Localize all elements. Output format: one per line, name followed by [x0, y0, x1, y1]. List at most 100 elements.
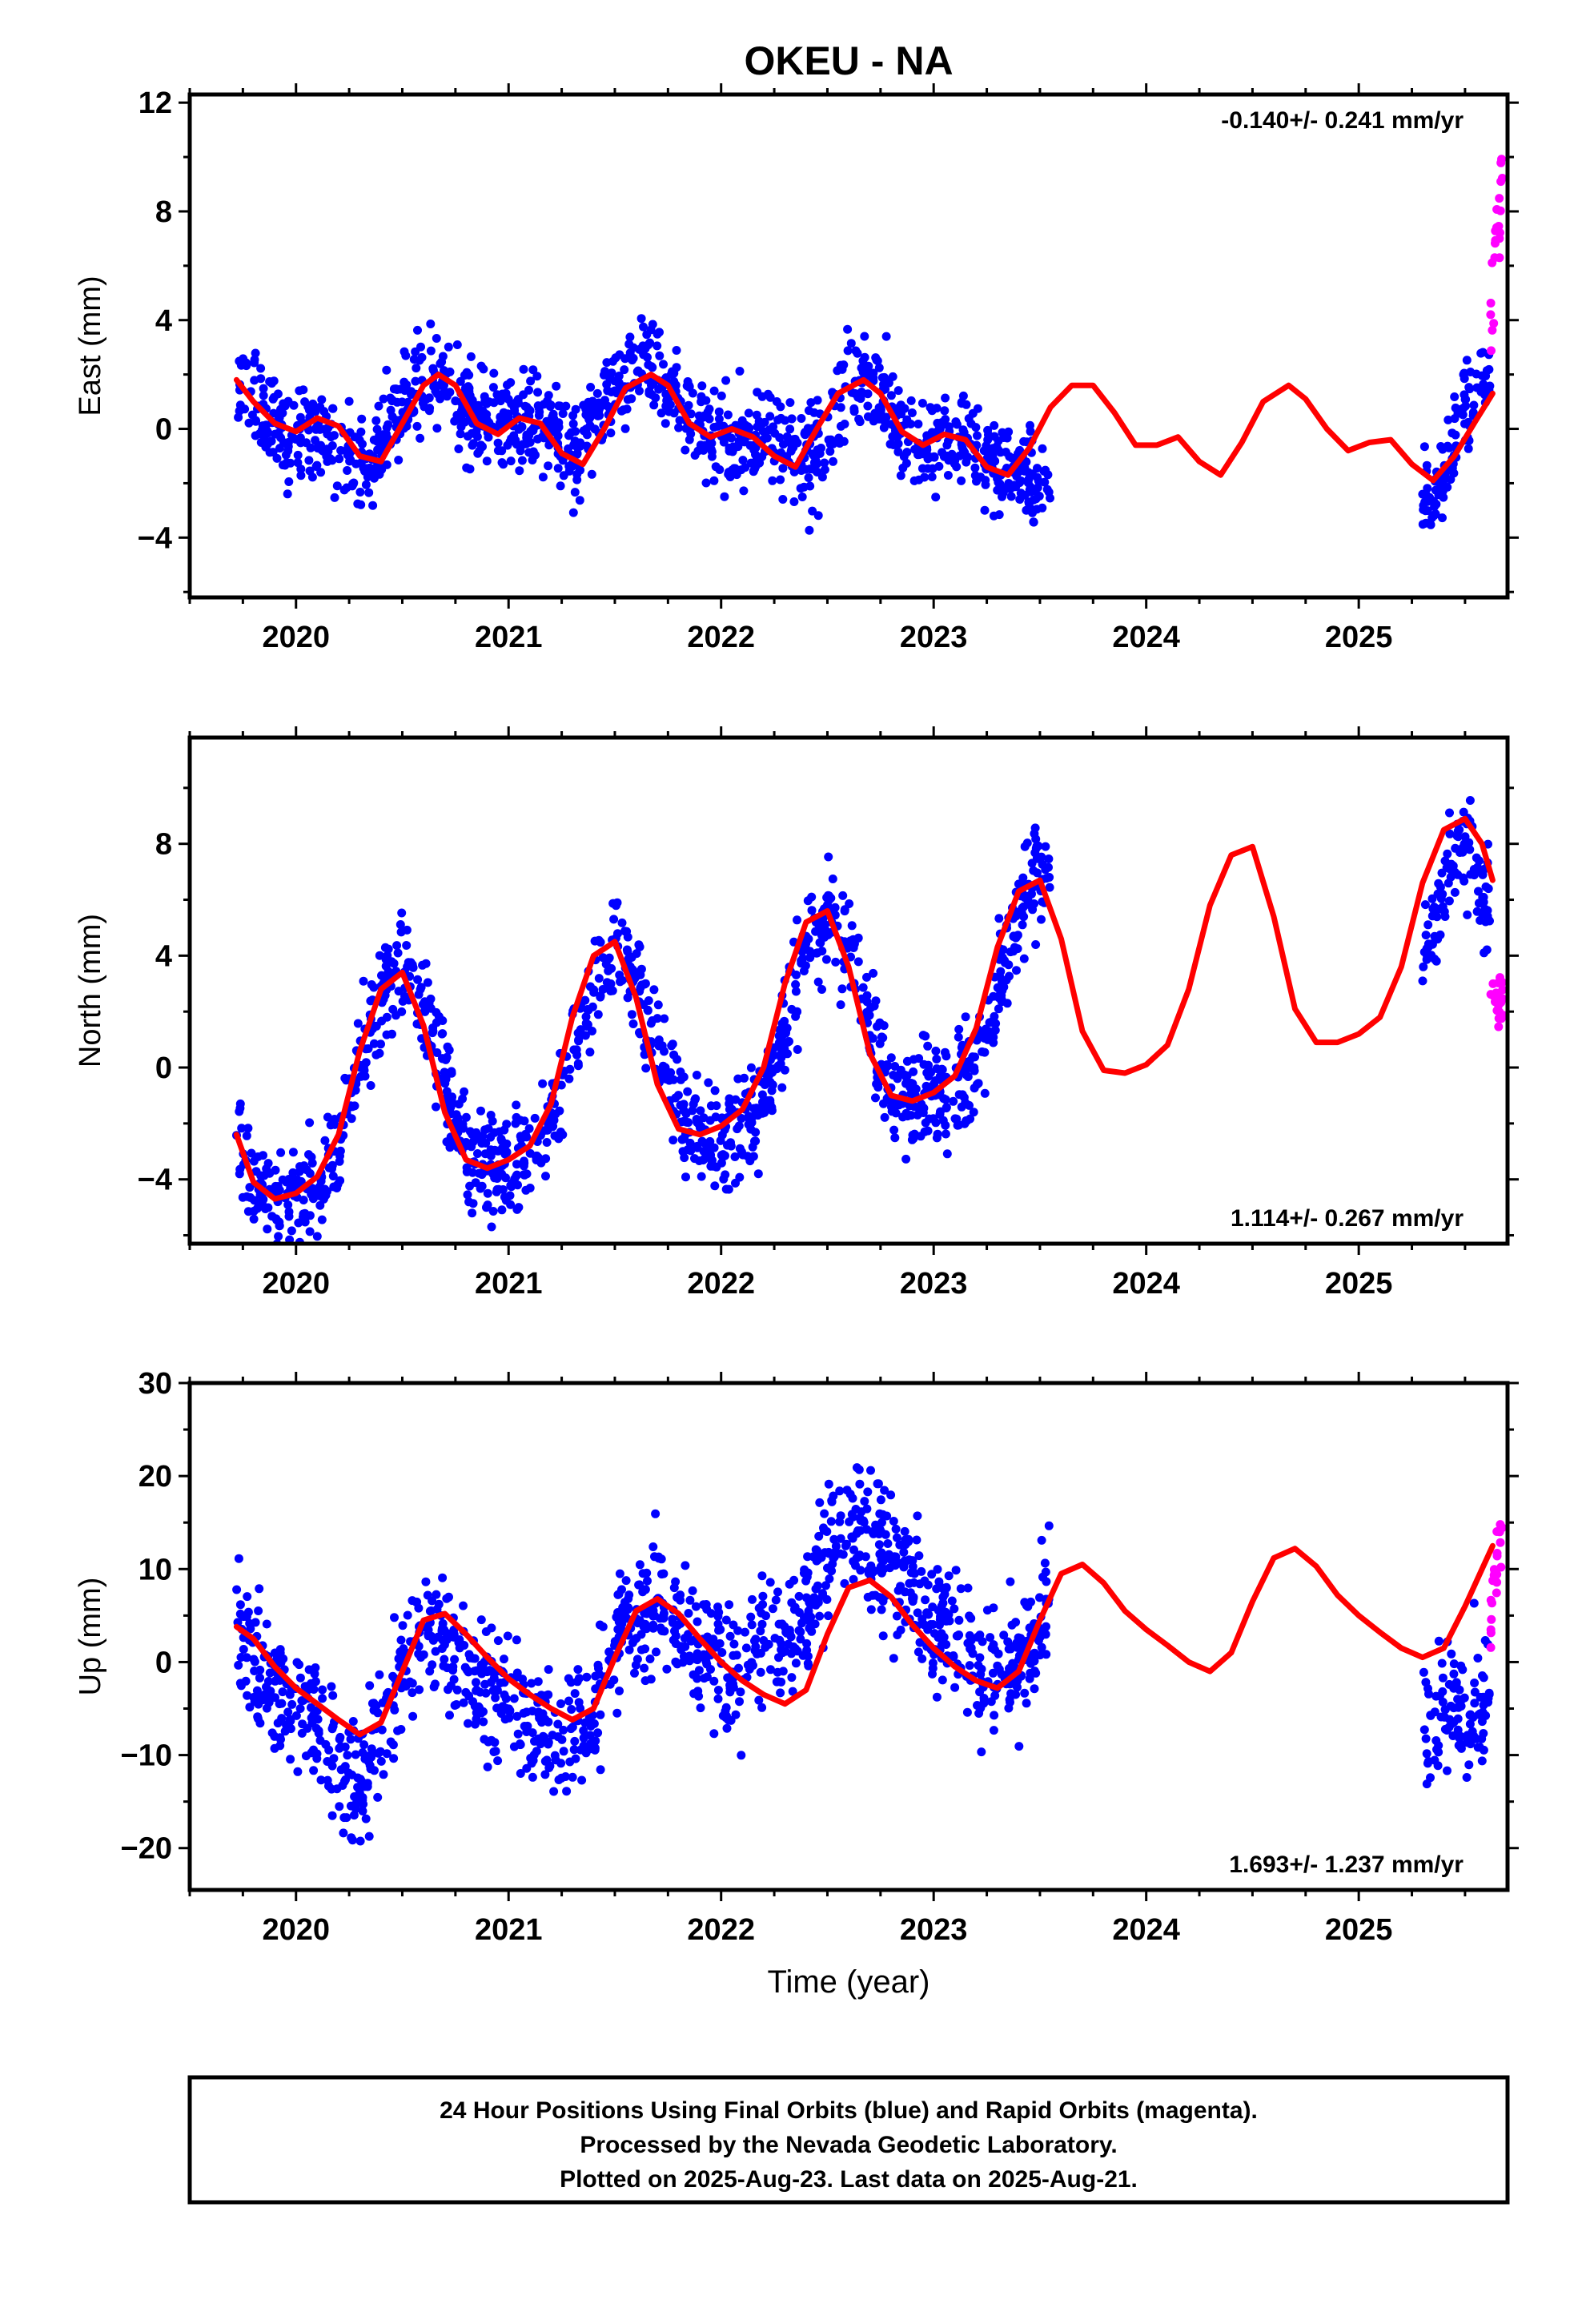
data-point-final	[356, 500, 366, 509]
data-point-final	[502, 1148, 512, 1157]
data-point-final	[344, 396, 354, 406]
data-point-final	[704, 1078, 713, 1088]
data-point-final	[765, 412, 775, 421]
data-point-final	[1474, 887, 1483, 896]
data-point-final	[994, 914, 1004, 923]
data-point-final	[627, 394, 636, 404]
data-point-final	[556, 1759, 566, 1768]
data-point-final	[874, 1530, 884, 1538]
data-point-final	[432, 424, 442, 433]
data-point-final	[269, 408, 279, 418]
data-point-final	[732, 470, 741, 480]
data-point-final	[1431, 1691, 1441, 1701]
data-point-final	[986, 1697, 996, 1707]
data-point-final	[373, 1792, 383, 1802]
data-point-final	[628, 356, 637, 365]
data-point-final	[412, 1597, 422, 1606]
data-point-final	[944, 1571, 954, 1581]
data-point-final	[1450, 887, 1460, 897]
data-point-final	[709, 1676, 719, 1686]
data-point-final	[275, 1699, 284, 1709]
data-point-final	[954, 1024, 964, 1034]
data-point-final	[254, 1699, 263, 1709]
data-point-final	[811, 927, 821, 936]
data-point-final	[789, 1605, 799, 1614]
data-point-final	[594, 974, 604, 983]
data-point-final	[632, 1634, 641, 1643]
data-point-final	[1482, 906, 1492, 915]
data-point-final	[545, 402, 555, 411]
data-point-final	[591, 1684, 600, 1694]
data-point-final	[655, 351, 665, 360]
data-point-final	[275, 444, 284, 453]
data-point-final	[744, 1112, 753, 1121]
data-point-final	[376, 1039, 385, 1049]
data-point-final	[849, 1574, 858, 1584]
data-point-final	[365, 1681, 375, 1691]
data-point-final	[1041, 865, 1050, 875]
data-point-final	[994, 1004, 1003, 1014]
data-point-final	[1449, 1659, 1459, 1669]
data-point-final	[815, 1498, 825, 1507]
data-point-final	[737, 1751, 746, 1760]
data-point-final	[1006, 480, 1016, 490]
data-point-final	[353, 1019, 363, 1028]
data-point-final	[862, 1007, 872, 1017]
data-point-final	[542, 1138, 552, 1147]
data-point-final	[908, 1594, 917, 1603]
data-point-final	[607, 963, 616, 973]
data-point-final	[464, 1691, 474, 1701]
data-point-final	[909, 1067, 918, 1076]
data-point-final	[1035, 854, 1044, 863]
data-point-final	[1433, 1761, 1443, 1771]
data-point-final	[319, 446, 329, 456]
data-point-final	[302, 1165, 311, 1175]
data-point-final	[270, 1743, 279, 1753]
data-point-final	[235, 1169, 244, 1179]
data-point-final	[951, 1566, 961, 1575]
x-tick-label: 2021	[475, 1267, 543, 1301]
data-point-final	[753, 388, 762, 397]
data-point-final	[1011, 1690, 1021, 1699]
data-point-final	[295, 1704, 305, 1713]
data-point-final	[644, 996, 653, 1005]
data-point-final	[468, 439, 478, 448]
data-point-final	[586, 1722, 596, 1731]
data-point-final	[613, 1625, 623, 1634]
data-point-final	[765, 1077, 775, 1087]
model-curve	[233, 815, 1496, 1202]
data-point-final	[242, 1131, 251, 1140]
data-point-rapid	[1488, 325, 1497, 335]
data-point-final	[576, 1025, 585, 1035]
data-point-final	[604, 955, 613, 963]
data-point-final	[817, 947, 827, 956]
data-point-final	[1020, 842, 1030, 851]
data-point-final	[719, 1174, 729, 1184]
data-point-final	[315, 402, 325, 412]
data-point-final	[531, 450, 540, 460]
data-point-final	[661, 1063, 670, 1072]
data-point-final	[509, 1694, 519, 1703]
data-point-final	[327, 1811, 337, 1820]
data-point-final	[251, 348, 260, 358]
data-point-final	[259, 384, 268, 393]
data-point-final	[1022, 1699, 1031, 1708]
data-point-final	[355, 488, 365, 497]
data-point-final	[1440, 1705, 1450, 1715]
data-point-final	[879, 423, 889, 432]
data-point-final	[235, 1099, 245, 1108]
data-point-final	[500, 1655, 508, 1664]
data-point-final	[286, 1724, 295, 1734]
data-point-final	[697, 381, 707, 391]
data-point-final	[652, 1647, 661, 1657]
data-point-final	[836, 360, 845, 370]
data-point-final	[652, 341, 662, 351]
data-point-final	[729, 444, 738, 453]
data-point-final	[538, 472, 548, 482]
data-point-final	[568, 508, 578, 517]
data-point-final	[849, 407, 859, 416]
data-point-final	[615, 350, 624, 360]
data-point-final	[711, 462, 721, 472]
data-point-final	[669, 1075, 678, 1084]
data-point-final	[982, 445, 992, 455]
